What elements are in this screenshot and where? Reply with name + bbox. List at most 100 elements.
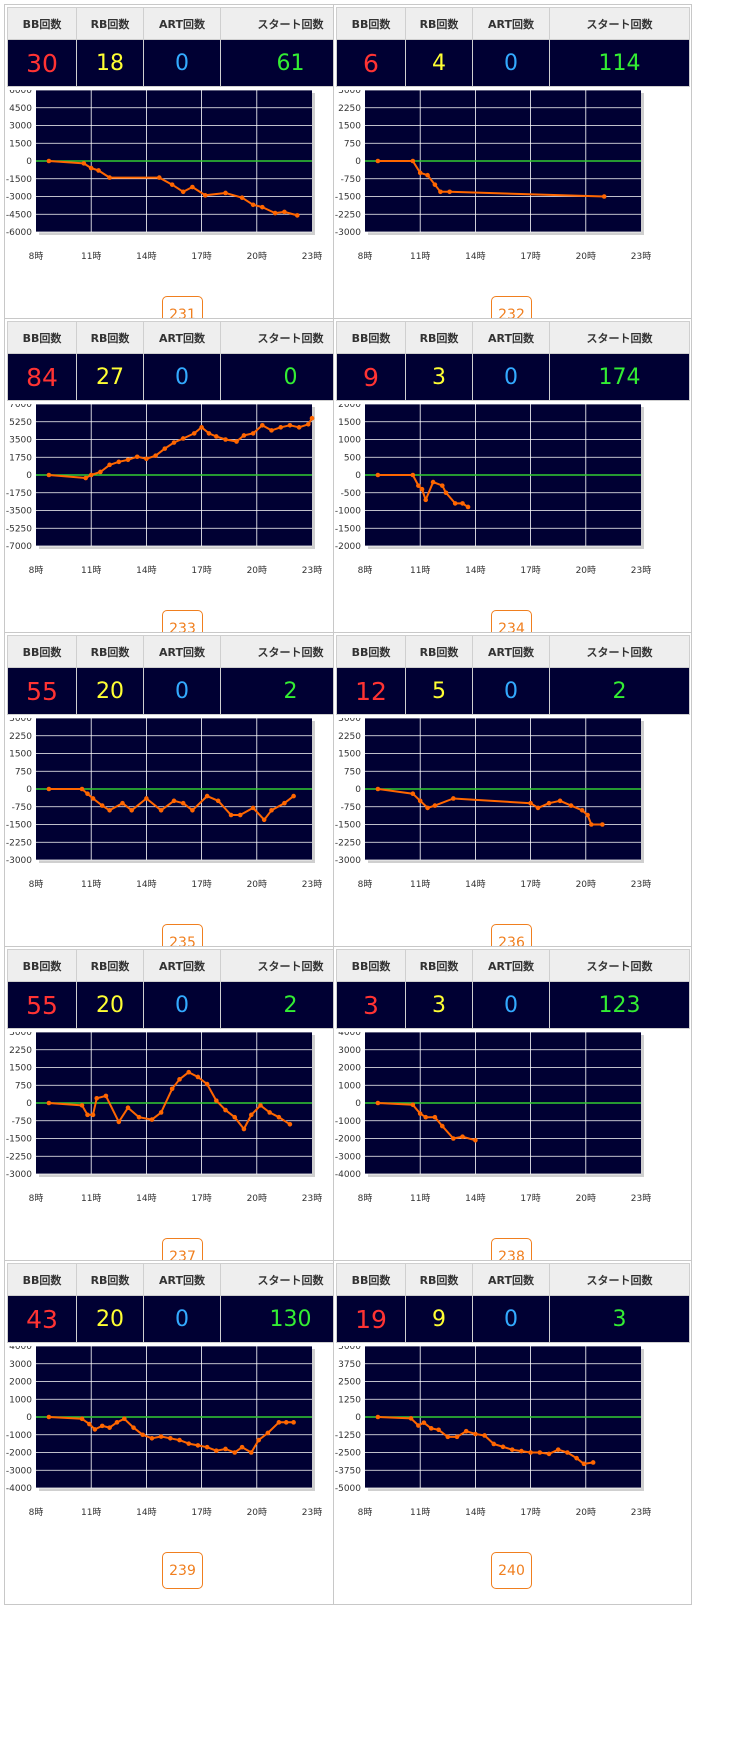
y-tick-label: -500: [341, 489, 362, 499]
y-tick-label: -2500: [335, 1449, 361, 1459]
data-point: [546, 800, 552, 806]
data-point: [162, 446, 168, 451]
bb-header: BB回数: [336, 321, 406, 354]
y-tick-label: 3750: [338, 1360, 361, 1370]
stats-header-row: BB回数 RB回数 ART回数 スタート回数: [336, 1263, 690, 1296]
y-tick-label: 0: [26, 157, 32, 167]
data-point: [500, 1444, 506, 1450]
y-tick-label: -3000: [6, 193, 32, 203]
data-point: [214, 434, 219, 439]
y-tick-label: 2250: [338, 104, 361, 114]
data-point: [46, 472, 52, 478]
x-tick-label: 11時: [81, 565, 101, 576]
y-tick-label: 5250: [9, 418, 32, 428]
bb-count: 55: [7, 667, 77, 715]
bb-header: BB回数: [7, 1263, 77, 1296]
data-point: [306, 421, 311, 427]
start-header: スタート回数: [549, 321, 690, 354]
data-point: [107, 462, 112, 468]
data-point: [423, 1114, 429, 1120]
slump-chart: 2000 1500 1000 500 0 -500 -1000 -1500 -2000 8時 11時…: [335, 404, 651, 576]
data-point: [276, 1114, 282, 1120]
data-point: [120, 800, 125, 806]
y-tick-label: -1500: [335, 524, 361, 534]
y-tick-label: 4000: [9, 1346, 32, 1352]
y-tick-label: 0: [26, 471, 32, 481]
bb-header: BB回数: [7, 949, 77, 982]
start-count: 2: [549, 667, 690, 715]
data-point: [269, 808, 274, 813]
x-tick-label: 14時: [136, 1193, 156, 1204]
data-point: [574, 1455, 579, 1461]
x-tick-label: 14時: [465, 879, 485, 890]
stats-value-row: 84 27 0 0: [7, 353, 361, 401]
x-tick-label: 8時: [358, 565, 373, 576]
data-point: [443, 490, 449, 496]
y-tick-label: 4000: [338, 1032, 361, 1038]
x-tick-label: 14時: [136, 565, 156, 576]
x-tick-label: 17時: [191, 1507, 211, 1518]
data-point: [234, 439, 239, 444]
y-tick-label: 5000: [338, 1346, 361, 1352]
data-point: [410, 1102, 416, 1108]
data-point: [99, 1423, 105, 1429]
x-tick-label: 8時: [358, 879, 373, 890]
data-point: [81, 161, 87, 166]
rb-count: 20: [76, 981, 144, 1029]
start-count: 123: [549, 981, 690, 1029]
y-tick-label: -3500: [6, 507, 32, 517]
x-tick-label: 17時: [191, 565, 211, 576]
x-tick-label: 17時: [191, 251, 211, 262]
data-point: [287, 1122, 293, 1127]
data-point: [158, 1110, 164, 1115]
data-point: [410, 472, 416, 478]
data-point: [410, 791, 416, 797]
machine-number-button[interactable]: 240: [491, 1552, 532, 1589]
machine-card: BB回数 RB回数 ART回数 スタート回数 84 27 0 0 7000 5250 3500 175…: [4, 318, 363, 663]
x-tick-label: 20時: [576, 251, 596, 262]
data-point: [272, 210, 278, 216]
art-count: 0: [472, 667, 550, 715]
data-point: [528, 800, 533, 806]
x-tick-label: 11時: [410, 1507, 430, 1518]
data-point: [557, 798, 563, 804]
slump-chart: 3000 2250 1500 750 0 -750 -1500 -2250 -3000 8時 11時…: [6, 718, 322, 890]
art-count: 0: [143, 39, 221, 87]
data-point: [195, 1074, 201, 1080]
x-tick-label: 20時: [576, 1193, 596, 1204]
data-point: [260, 204, 265, 210]
data-point: [269, 428, 274, 433]
y-tick-label: 0: [355, 157, 361, 167]
y-tick-label: -3000: [6, 1170, 32, 1180]
rb-header: RB回数: [405, 949, 473, 982]
y-tick-label: 750: [344, 139, 361, 149]
data-point: [589, 822, 594, 827]
y-tick-label: 1250: [338, 1395, 361, 1405]
y-tick-label: -4000: [335, 1170, 361, 1180]
data-point: [129, 808, 134, 813]
y-tick-label: -3000: [335, 1152, 361, 1162]
machine-number-button[interactable]: 239: [162, 1552, 203, 1589]
y-tick-label: -1500: [335, 193, 361, 203]
bb-header: BB回数: [7, 321, 77, 354]
data-point: [204, 1081, 210, 1087]
x-tick-label: 11時: [410, 879, 430, 890]
y-tick-label: -750: [12, 803, 33, 813]
data-point: [85, 1112, 90, 1118]
y-tick-label: 750: [15, 767, 32, 777]
y-tick-label: 0: [355, 1099, 361, 1109]
start-header: スタート回数: [549, 7, 690, 40]
data-point: [439, 483, 445, 488]
rb-header: RB回数: [405, 1263, 473, 1296]
y-tick-label: -1500: [6, 821, 32, 831]
data-point: [410, 158, 416, 164]
stats-value-row: 19 9 0 3: [336, 1295, 690, 1343]
data-point: [199, 425, 204, 430]
x-tick-label: 8時: [29, 1193, 44, 1204]
y-tick-label: 2250: [9, 1046, 32, 1056]
slump-chart: 3000 2250 1500 750 0 -750 -1500 -2250 -3000 8時 11時…: [335, 718, 651, 890]
y-tick-label: 0: [26, 785, 32, 795]
data-point: [248, 1112, 254, 1118]
art-count: 0: [143, 1295, 221, 1343]
rb-count: 3: [405, 353, 473, 401]
